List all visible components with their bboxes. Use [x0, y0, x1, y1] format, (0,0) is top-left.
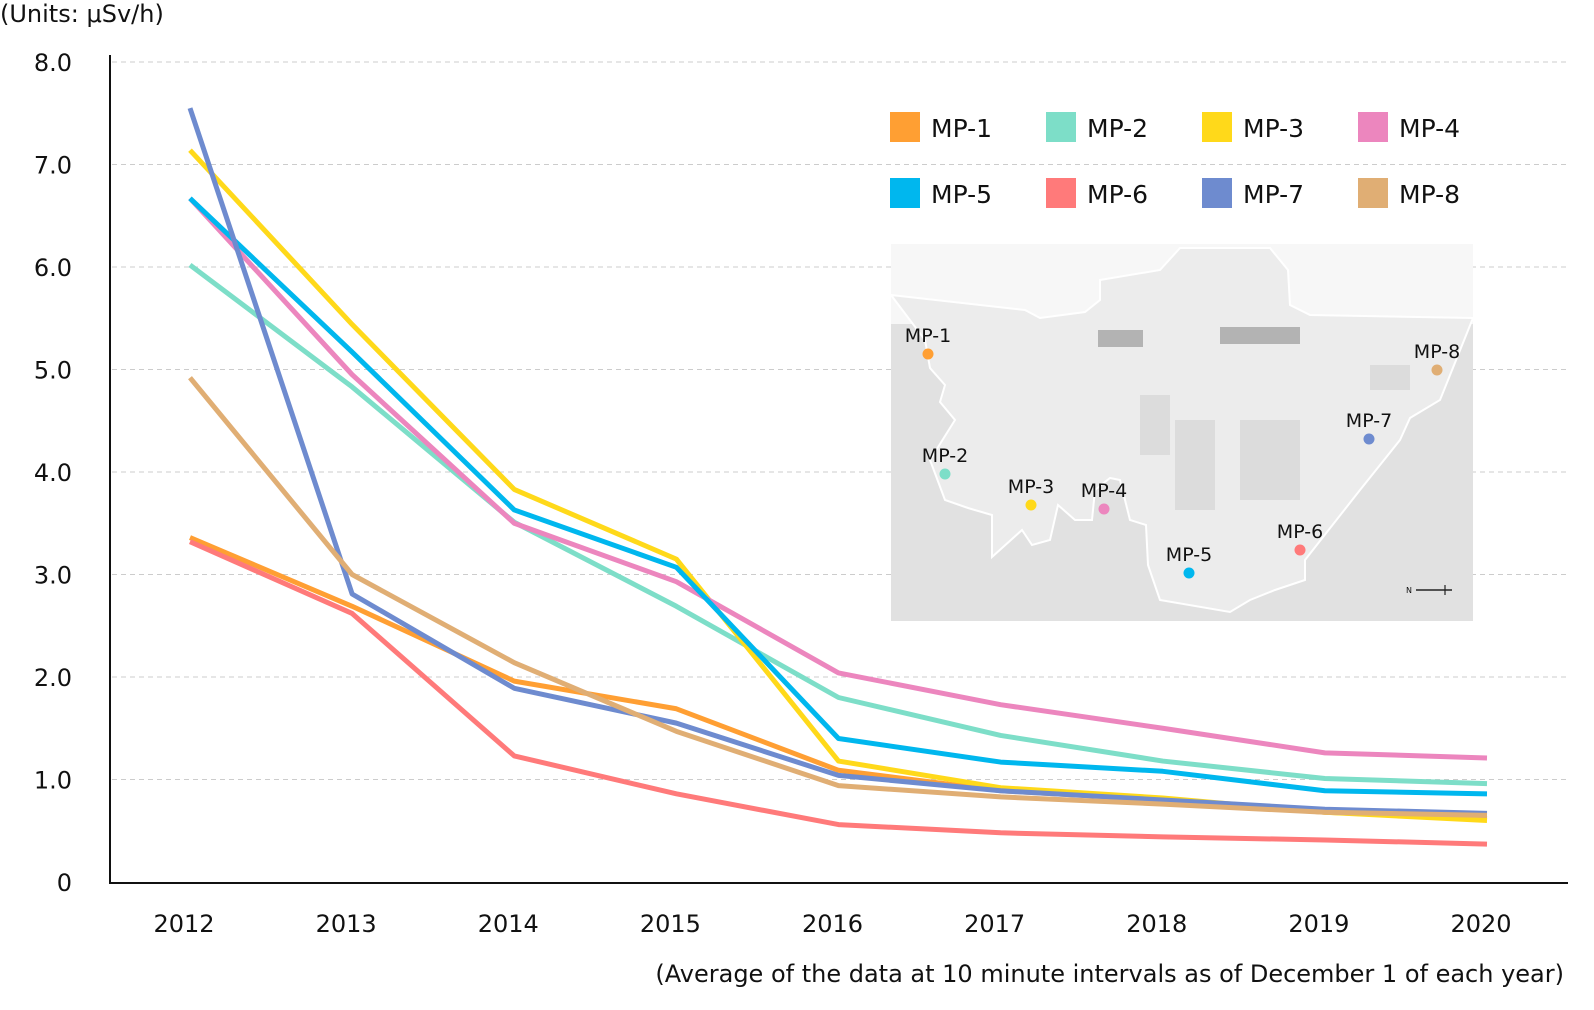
legend-swatch [890, 112, 920, 142]
x-tick-label: 2018 [1126, 910, 1187, 938]
y-tick-label: 1.0 [34, 767, 72, 795]
y-tick-label: 3.0 [34, 562, 72, 590]
legend-swatch [1046, 112, 1076, 142]
series-line-mp-4 [188, 196, 1488, 761]
legend-swatch [1202, 112, 1232, 142]
x-tick-label: 2020 [1450, 910, 1511, 938]
marker-label: MP-1 [905, 325, 951, 347]
map-marker-mp-6: MP-6 [1277, 521, 1323, 556]
legend-label: MP-3 [1243, 114, 1304, 143]
marker-dot [1098, 503, 1110, 515]
marker-dot [1294, 544, 1306, 556]
marker-dot [1025, 499, 1037, 511]
x-tick-label: 2017 [964, 910, 1025, 938]
legend-swatch [1358, 178, 1388, 208]
marker-label: MP-3 [1008, 476, 1054, 498]
x-tick-label: 2016 [802, 910, 863, 938]
y-tick-label: 0 [57, 869, 72, 897]
legend-swatch [1358, 112, 1388, 142]
x-tick-label: 2015 [640, 910, 701, 938]
legend-item-mp-1: MP-1 [890, 112, 992, 143]
x-tick-label: 2012 [153, 910, 214, 938]
legend-label: MP-5 [931, 180, 992, 209]
marker-label: MP-4 [1081, 480, 1127, 502]
legend-item-mp-2: MP-2 [1046, 112, 1148, 143]
y-tick-label: 4.0 [34, 459, 72, 487]
legend-label: MP-2 [1087, 114, 1148, 143]
legend-swatch [890, 178, 920, 208]
legend-item-mp-7: MP-7 [1202, 178, 1304, 209]
legend-label: MP-8 [1399, 180, 1460, 209]
legend-swatch [1202, 178, 1232, 208]
series-line-mp-5 [188, 196, 1488, 797]
map-marker-mp-3: MP-3 [1008, 476, 1054, 511]
marker-label: MP-2 [922, 445, 968, 467]
x-tick-label: 2019 [1288, 910, 1349, 938]
y-tick-label: 2.0 [34, 664, 72, 692]
map-marker-mp-7: MP-7 [1346, 410, 1392, 445]
legend-item-mp-6: MP-6 [1046, 178, 1148, 209]
y-axis-ticks: 0 1.0 2.0 3.0 4.0 5.0 6.0 7.0 8.0 [34, 49, 72, 897]
marker-label: MP-5 [1166, 544, 1212, 566]
marker-dot [939, 468, 951, 480]
y-tick-label: 6.0 [34, 254, 72, 282]
legend: MP-1 MP-2 MP-3 MP-4 MP-5 MP-6 MP-7 MP-8 [890, 112, 1460, 209]
legend-item-mp-8: MP-8 [1358, 178, 1460, 209]
marker-label: MP-7 [1346, 410, 1392, 432]
y-tick-label: 7.0 [34, 152, 72, 180]
x-axis-ticks: 2012 2013 2014 2015 2016 2017 2018 2019 2020 [153, 910, 1511, 938]
unit-label: (Units: μSv/h) [0, 0, 164, 28]
marker-dot [1363, 433, 1375, 445]
compass-north-label: N [1406, 586, 1412, 595]
map-marker-mp-4: MP-4 [1081, 480, 1127, 515]
y-tick-label: 5.0 [34, 357, 72, 385]
legend-item-mp-5: MP-5 [890, 178, 992, 209]
legend-swatch [1046, 178, 1076, 208]
marker-dot [922, 348, 934, 360]
footnote: (Average of the data at 10 minute interv… [655, 960, 1564, 988]
legend-item-mp-4: MP-4 [1358, 112, 1460, 143]
x-tick-label: 2014 [478, 910, 539, 938]
legend-label: MP-6 [1087, 180, 1148, 209]
x-tick-label: 2013 [316, 910, 377, 938]
series-line-mp-7 [187, 107, 1488, 816]
map-marker-mp-2: MP-2 [922, 445, 968, 480]
marker-dot [1431, 364, 1443, 376]
series-lines [187, 107, 1488, 847]
legend-label: MP-7 [1243, 180, 1304, 209]
map-marker-mp-5: MP-5 [1166, 544, 1212, 579]
inset-map: MP-1 MP-2 MP-3 MP-4 MP-5 MP-6 MP-7 MP-8 N [888, 244, 1475, 621]
series-line-mp-8 [188, 376, 1488, 818]
map-marker-mp-1: MP-1 [905, 325, 951, 360]
series-line-mp-2 [188, 262, 1488, 787]
y-tick-label: 8.0 [34, 49, 72, 77]
map-marker-mp-8: MP-8 [1414, 341, 1460, 376]
series-line-mp-6 [188, 539, 1488, 847]
map-markers: MP-1 MP-2 MP-3 MP-4 MP-5 MP-6 MP-7 MP-8 [905, 325, 1460, 579]
marker-dot [1183, 567, 1195, 579]
legend-label: MP-4 [1399, 114, 1460, 143]
marker-label: MP-8 [1414, 341, 1460, 363]
marker-label: MP-6 [1277, 521, 1323, 543]
legend-label: MP-1 [931, 114, 992, 143]
legend-item-mp-3: MP-3 [1202, 112, 1304, 143]
